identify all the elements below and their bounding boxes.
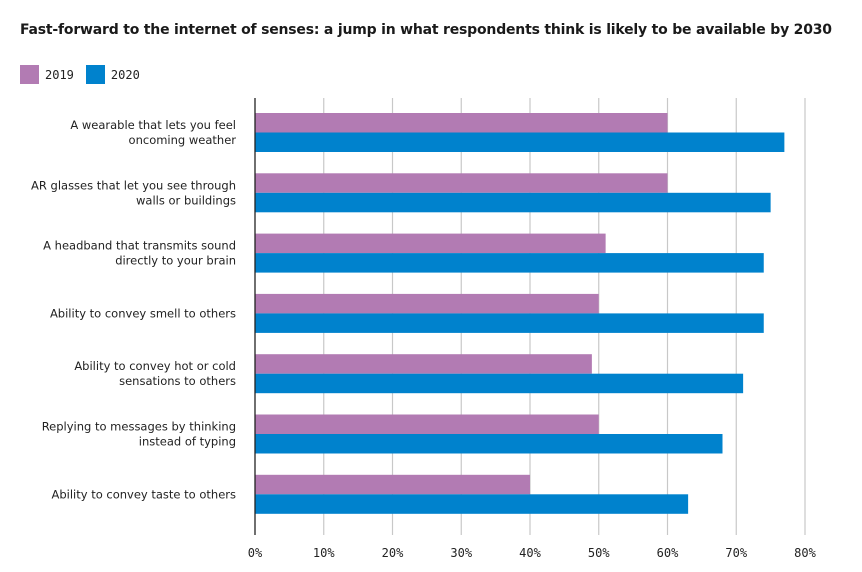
legend-label-2019: 2019 — [45, 67, 74, 82]
category-label: Replying to messages by thinking — [42, 420, 236, 434]
x-tick-label: 40% — [519, 546, 541, 560]
legend-label-2020: 2020 — [110, 67, 140, 82]
bar-2019 — [255, 173, 668, 193]
x-tick-label: 60% — [657, 546, 679, 560]
bar-2020 — [255, 373, 744, 394]
bar-2020 — [255, 313, 764, 333]
category-label: walls or buildings — [136, 193, 236, 207]
chart-title: Fast-forward to the internet of senses: … — [20, 22, 832, 38]
x-tick-label: 30% — [450, 546, 472, 560]
category-label: directly to your brain — [115, 254, 236, 268]
bar-2020 — [255, 434, 723, 454]
category-label: oncoming weather — [129, 133, 237, 147]
bar-2019 — [255, 293, 599, 314]
legend-swatch-2020 — [85, 65, 105, 84]
category-label: sensations to others — [119, 374, 236, 388]
category-label: Ability to convey smell to others — [50, 306, 236, 320]
category-label: Ability to convey taste to others — [51, 487, 236, 501]
category-label: A wearable that lets you feel — [70, 118, 236, 132]
category-label: Ability to convey hot or cold — [74, 359, 236, 373]
bar-2020 — [255, 192, 771, 213]
x-tick-label: 20% — [382, 546, 404, 560]
x-tick-label: 80% — [794, 546, 816, 560]
legend: 2019 2020 — [20, 65, 152, 84]
bar-2020 — [255, 494, 689, 514]
x-tick-label: 50% — [588, 546, 610, 560]
x-tick-label: 70% — [725, 546, 747, 560]
bar-2019 — [255, 474, 530, 495]
bar-2019 — [255, 113, 668, 133]
bar-2019 — [255, 233, 606, 254]
x-tick-label: 10% — [313, 546, 335, 560]
bar-2019 — [255, 354, 592, 374]
category-label: A headband that transmits sound — [43, 239, 236, 253]
legend-item-2020: 2020 — [85, 65, 140, 84]
bar-2020 — [255, 253, 764, 273]
category-label: instead of typing — [139, 435, 236, 449]
bar-2020 — [255, 132, 785, 152]
legend-swatch-2019 — [20, 65, 39, 84]
bar-2019 — [255, 414, 599, 434]
x-tick-label: 0% — [248, 546, 263, 560]
category-label: AR glasses that let you see through — [31, 178, 236, 192]
legend-item-2019: 2019 — [20, 65, 74, 84]
